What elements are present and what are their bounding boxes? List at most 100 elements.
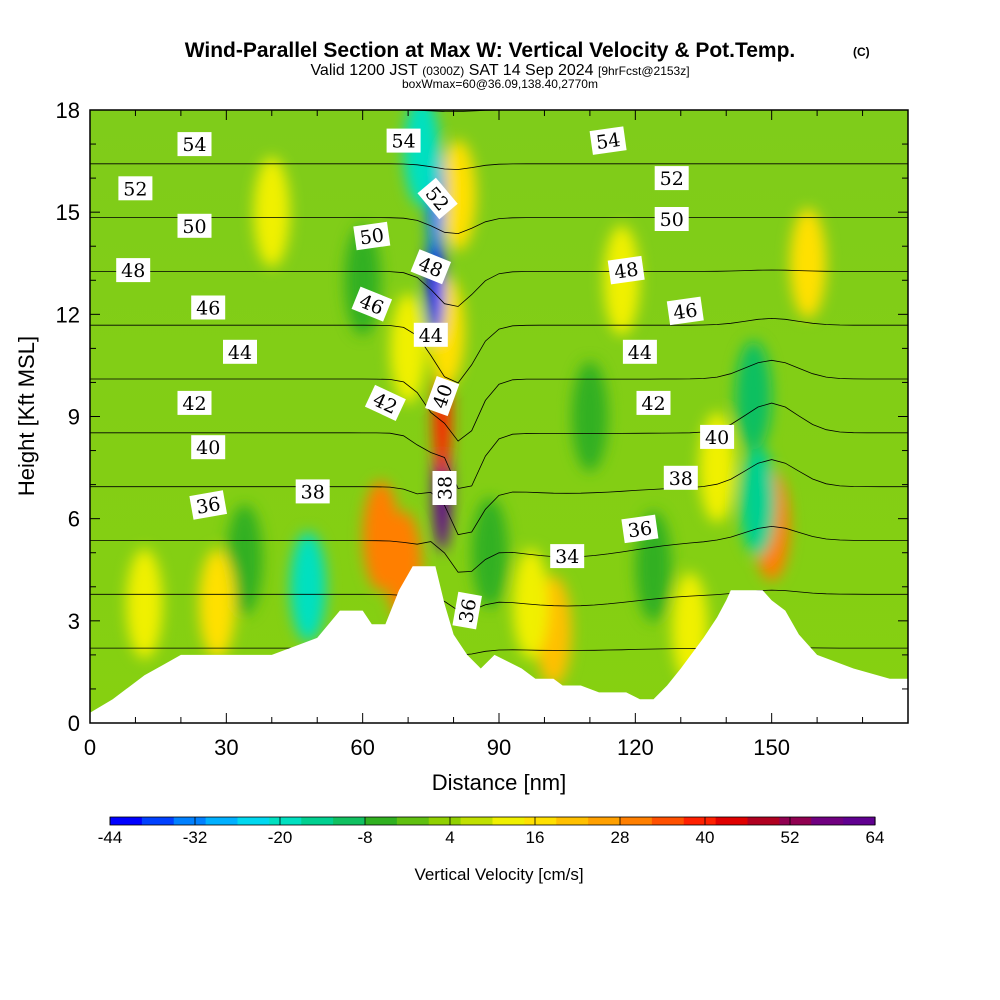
colorbar-swatch [747, 817, 780, 825]
colorbar-swatch [333, 817, 366, 825]
colorbar-tick-label: 64 [866, 828, 885, 847]
contour-label-box [118, 176, 153, 201]
contour-label-box [223, 339, 257, 364]
chart-title: Wind-Parallel Section at Max W: Vertical… [185, 39, 796, 62]
contour-label: 52 [654, 166, 689, 191]
w-feature [199, 548, 236, 659]
contour-label-text: 50 [358, 224, 385, 249]
colorbar-tick-label: -20 [268, 828, 293, 847]
theta-contour [90, 269, 908, 307]
contour-label-box [191, 435, 226, 460]
theta-contour [90, 459, 908, 536]
colorbar-swatch [651, 817, 685, 825]
colorbar-tick-label: 28 [611, 828, 630, 847]
contour-label-box [666, 296, 704, 326]
contour-label-box [353, 221, 391, 251]
x-tick-label: 60 [350, 735, 374, 760]
contour-label: 46 [351, 286, 393, 322]
contour-label: 38 [295, 479, 330, 504]
contour-label-box [177, 213, 212, 238]
contour-label-text: 54 [392, 131, 416, 153]
theta-contour [90, 163, 908, 170]
contour-label: 54 [177, 132, 212, 157]
contour-label: 42 [636, 390, 671, 415]
y-tick-label: 15 [56, 200, 80, 225]
colorbar-swatch [588, 817, 621, 825]
colorbar-swatch [428, 817, 462, 825]
contour-label: 40 [700, 424, 735, 449]
contour-label: 38 [663, 465, 698, 490]
chart-box-info: boxWmax=60@36.09,138.40,2770m [402, 77, 598, 91]
y-tick-label: 6 [68, 507, 80, 532]
contour-label-text: 38 [669, 468, 693, 490]
contour-label-box [621, 514, 659, 544]
contour-label-box [295, 479, 330, 504]
colorbar-swatch [843, 817, 876, 825]
contour-label: 50 [654, 207, 689, 231]
contour-label: 44 [622, 339, 657, 364]
y-axis-label: Height [Kft MSL] [14, 336, 39, 496]
colorbar-swatch [620, 817, 653, 825]
colorbar-swatch [779, 817, 812, 825]
contour-label: 44 [223, 339, 257, 364]
contour-label-text: 44 [228, 342, 252, 364]
y-tick-label: 12 [56, 302, 80, 327]
w-feature [390, 293, 427, 404]
contour-label-text: 50 [660, 209, 684, 231]
contour-label-text: 52 [660, 168, 684, 190]
contour-label-text: 48 [613, 259, 640, 284]
potential-temperature-contours [90, 110, 908, 656]
contour-label-text: 42 [182, 393, 206, 415]
contour-label-text: 40 [705, 427, 729, 449]
contour-label-box [410, 249, 452, 285]
colorbar-swatch [269, 817, 302, 825]
contour-label-text: 36 [627, 517, 654, 542]
y-tick-label: 9 [68, 405, 80, 430]
contour-label-box [432, 471, 457, 505]
colorbar-swatch [237, 817, 270, 825]
colorbar-swatch [556, 817, 589, 825]
contour-label-box [550, 544, 585, 569]
contour-label: 46 [191, 295, 226, 320]
contour-label-box [607, 255, 645, 285]
w-feature [253, 157, 290, 268]
w-feature [790, 208, 827, 319]
contour-label-text: 44 [628, 342, 652, 364]
colorbar-swatch [141, 817, 175, 825]
contour-label-text: 38 [435, 476, 457, 500]
y-tick-label: 0 [68, 711, 80, 736]
colorbar-tick-label: -32 [183, 828, 208, 847]
contour-label-box [663, 465, 698, 490]
contour-label: 48 [116, 258, 151, 283]
contour-label: 36 [621, 514, 659, 544]
contour-label-box [177, 132, 212, 157]
x-tick-label: 150 [753, 735, 790, 760]
theta-contour [90, 525, 908, 573]
colorbar-swatch [492, 817, 525, 825]
copyright-mark: (C) [853, 45, 870, 59]
contour-label-text: 36 [195, 493, 223, 519]
contour-label: 50 [353, 221, 391, 251]
colorbar-tick-label: -8 [357, 828, 372, 847]
w-feature [571, 361, 608, 472]
w-feature [226, 504, 263, 615]
colorbar-swatch [811, 817, 844, 825]
contour-label-text: 54 [595, 129, 622, 154]
contour-label-box [191, 295, 226, 320]
colorbar-swatch [110, 817, 143, 825]
x-tick-label: 0 [84, 735, 96, 760]
contour-label-box [116, 258, 151, 283]
colorbar-swatch [524, 817, 557, 825]
contour-label-box [189, 490, 228, 520]
contour-label-box [177, 390, 212, 415]
contour-label-text: 50 [182, 216, 206, 238]
contour-label-box [636, 390, 671, 415]
colorbar-tick-label: -44 [98, 828, 123, 847]
terrain [90, 566, 908, 723]
w-feature [126, 548, 163, 659]
contour-label: 46 [666, 296, 704, 326]
colorbar-swatch [715, 817, 749, 825]
